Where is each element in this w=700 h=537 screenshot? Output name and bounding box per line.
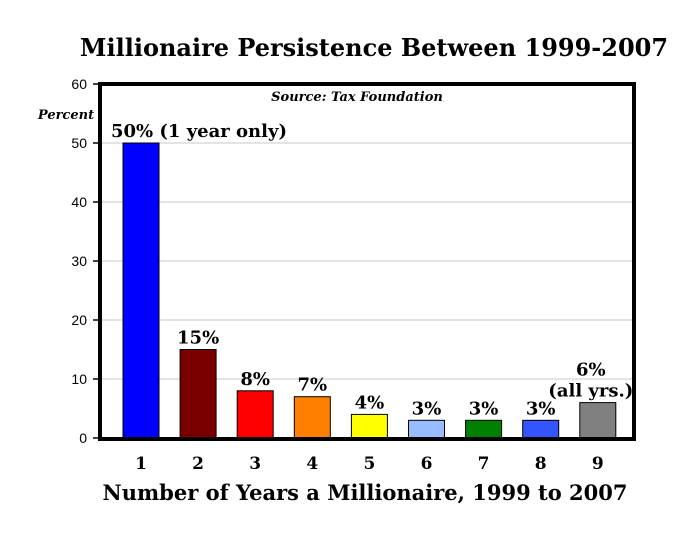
bar [179,349,217,439]
y-tick-label: 10 [71,371,87,387]
bar [522,419,560,439]
data-label: 6% [576,360,606,381]
chart-title: Millionaire Persistence Between 1999-200… [80,33,668,62]
bar [350,413,388,439]
x-axis: 1 2 3 4 5 6 7 8 9 [135,454,604,474]
x-tick-label: 9 [592,454,604,474]
bar [122,142,160,439]
bar [236,390,274,439]
source-note: Source: Tax Foundation [271,90,443,105]
y-axis: 0 10 20 30 40 50 60 [71,76,101,446]
bar [579,402,617,439]
x-tick-label: 3 [249,454,261,474]
data-label: 3% [412,398,442,419]
data-label: 3% [469,398,499,419]
y-tick-label: 20 [71,312,87,328]
x-tick-label: 8 [535,454,547,474]
data-label: 50% (1 year only) [111,121,287,142]
y-axis-label: Percent [37,108,94,123]
gridlines [102,142,632,380]
y-tick-label: 30 [71,253,87,269]
data-label: 7% [297,375,327,396]
y-tick-label: 60 [71,76,87,92]
data-label: 8% [240,369,270,390]
data-label: 15% [177,328,219,349]
data-label: 4% [355,392,385,413]
data-label: 3% [526,398,556,419]
bar [465,419,503,439]
x-tick-label: 7 [478,454,490,474]
bars [122,142,617,439]
y-tick-label: 50 [71,135,87,151]
bar [293,396,331,439]
x-tick-label: 4 [306,454,318,474]
y-tick-label: 0 [79,430,87,446]
x-axis-label: Number of Years a Millionaire, 1999 to 2… [103,480,628,505]
bar [408,419,445,439]
x-tick-label: 2 [192,454,204,474]
y-tick-label: 40 [71,194,87,210]
bar-labels: 50% (1 year only) 15% 8% 7% 4% 3% 3% 3% 6%(all y… [111,121,633,419]
x-tick-label: 5 [363,454,375,474]
x-tick-label: 6 [421,454,433,474]
data-label: (all yrs.) [548,381,633,402]
x-tick-label: 1 [135,454,147,474]
